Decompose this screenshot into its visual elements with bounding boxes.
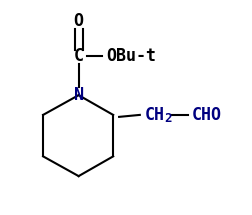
Text: N: N bbox=[73, 86, 83, 104]
Text: OBu-t: OBu-t bbox=[106, 47, 156, 65]
Text: CH: CH bbox=[144, 106, 164, 124]
Text: O: O bbox=[73, 12, 83, 30]
Text: 2: 2 bbox=[164, 112, 171, 125]
Text: C: C bbox=[73, 47, 83, 65]
Text: CHO: CHO bbox=[191, 106, 221, 124]
